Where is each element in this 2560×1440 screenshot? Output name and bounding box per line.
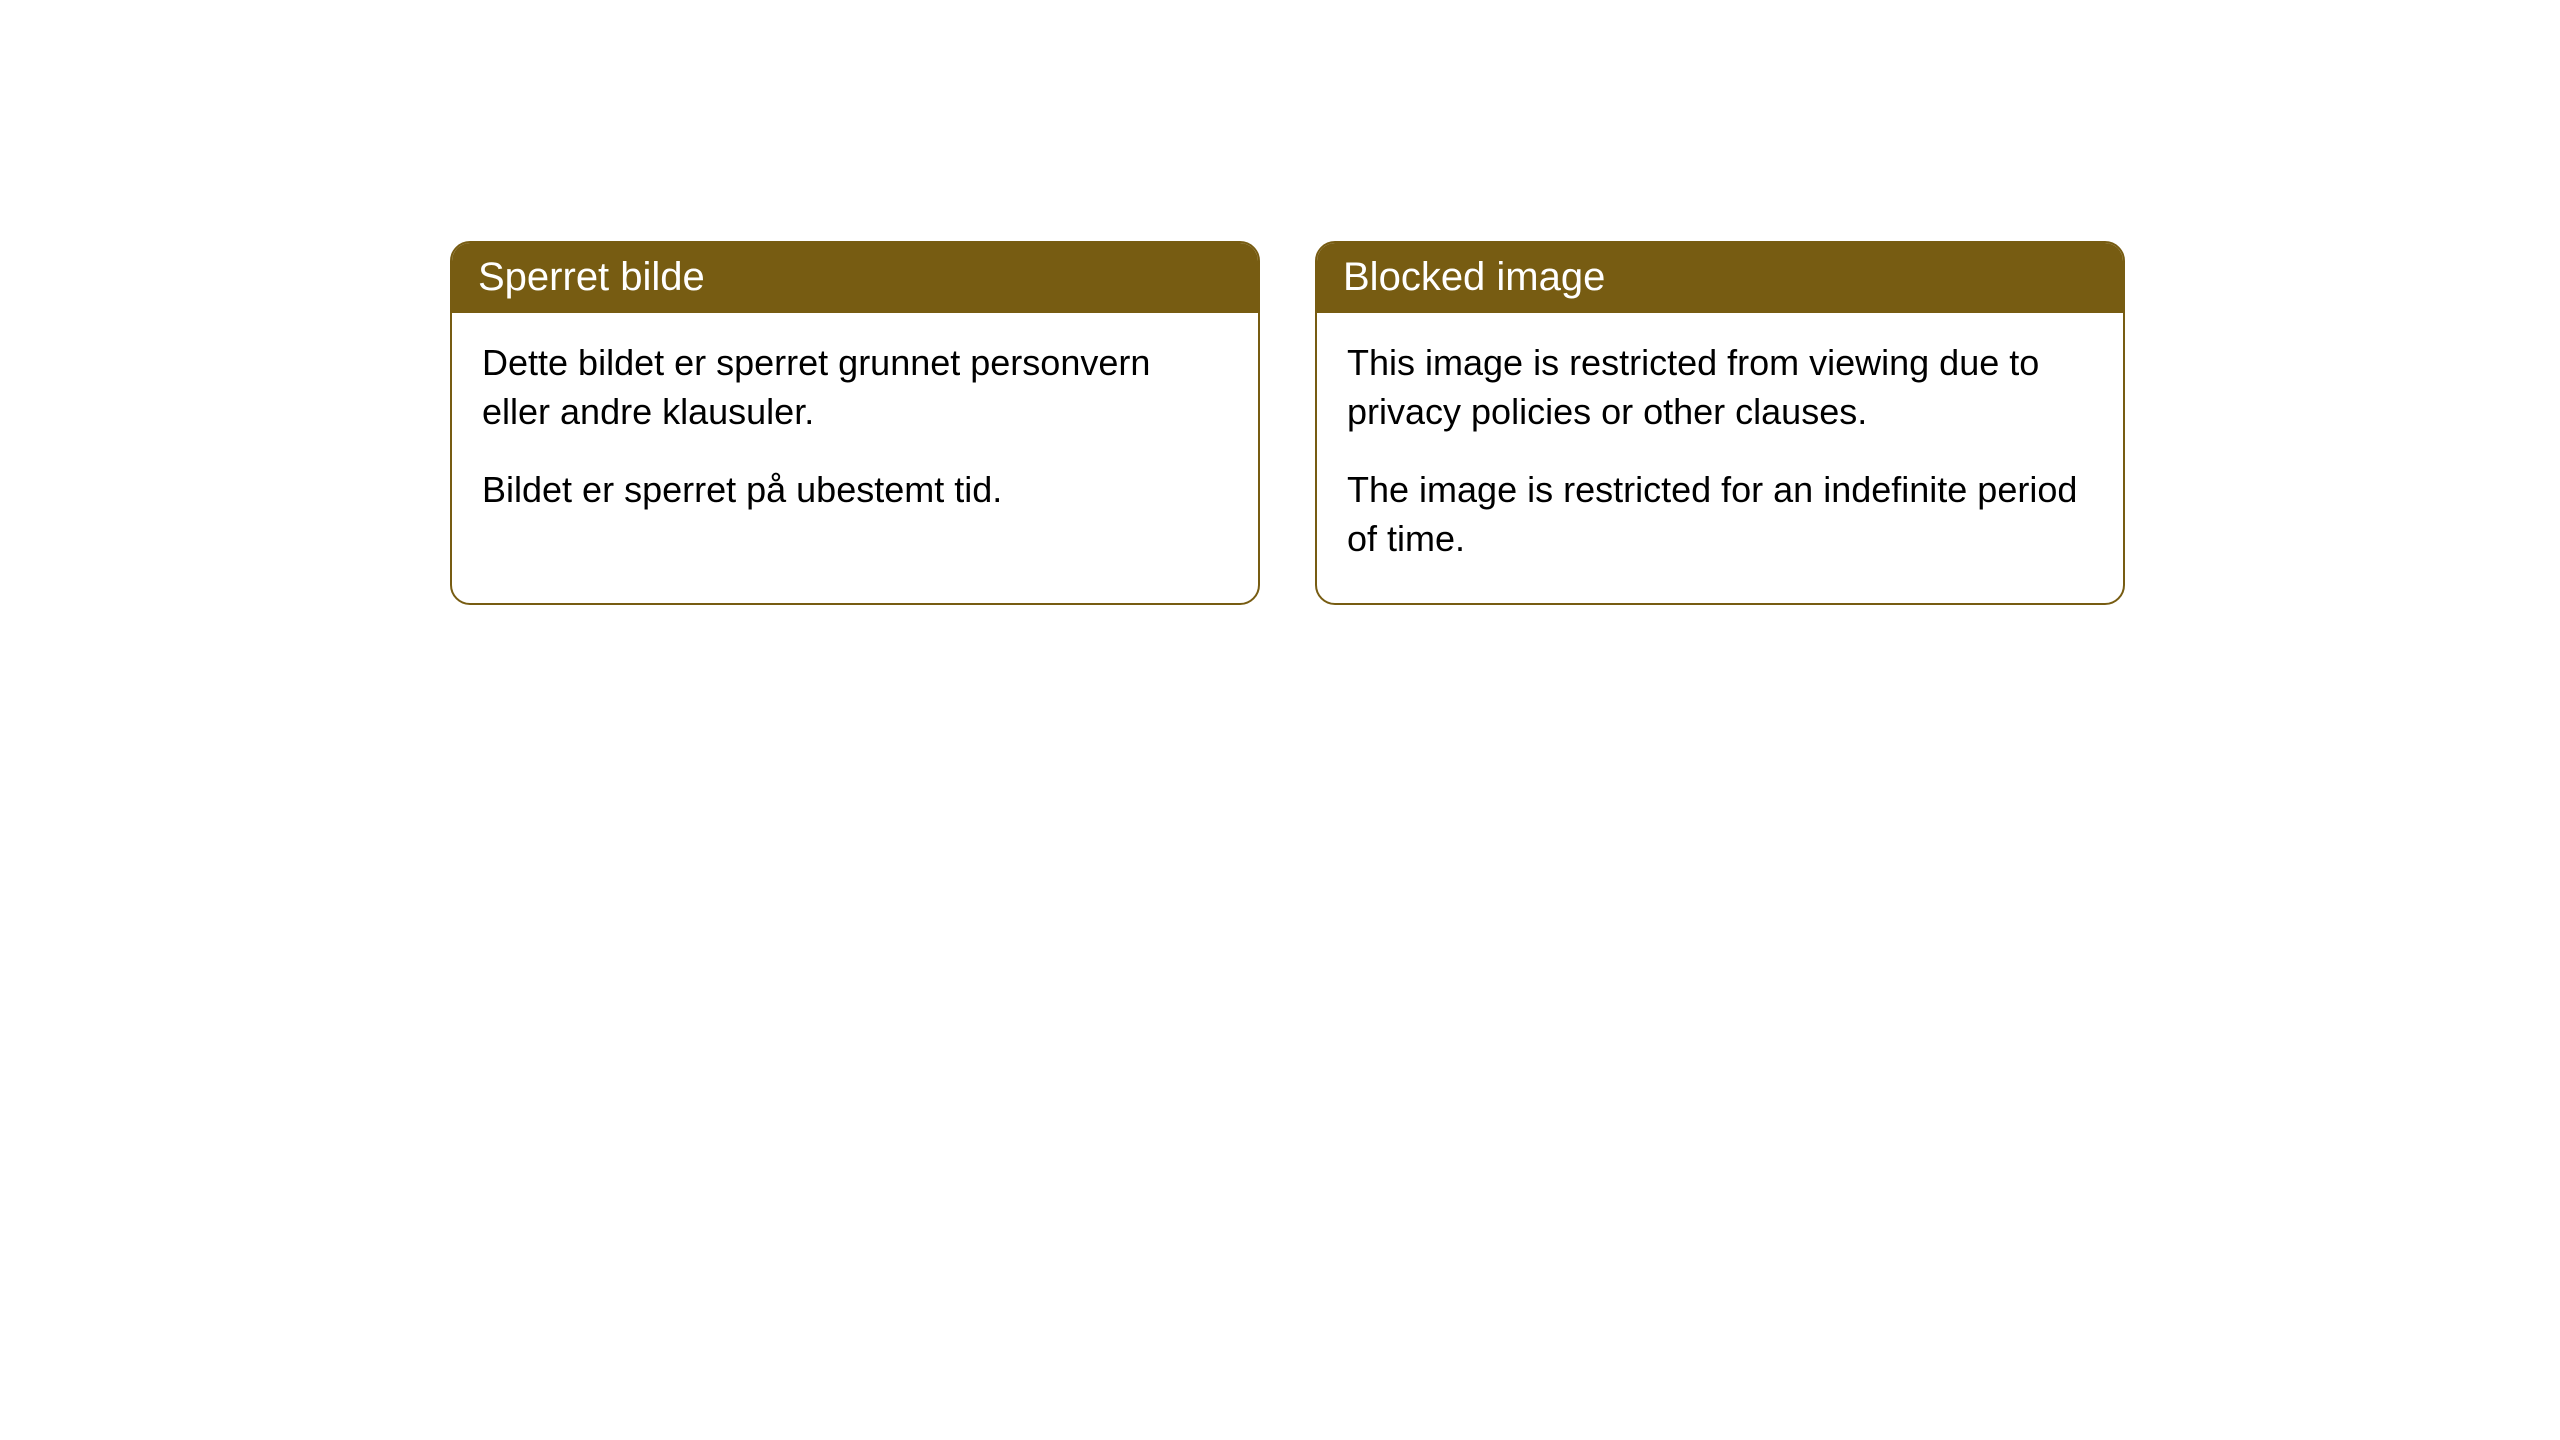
notice-cards-container: Sperret bilde Dette bildet er sperret gr… — [450, 241, 2125, 605]
card-body-paragraph-1: Dette bildet er sperret grunnet personve… — [482, 339, 1228, 436]
card-body: This image is restricted from viewing du… — [1317, 313, 2123, 603]
card-header: Sperret bilde — [452, 243, 1258, 313]
notice-card-norwegian: Sperret bilde Dette bildet er sperret gr… — [450, 241, 1260, 605]
card-header: Blocked image — [1317, 243, 2123, 313]
card-body-paragraph-2: The image is restricted for an indefinit… — [1347, 466, 2093, 563]
card-body-paragraph-1: This image is restricted from viewing du… — [1347, 339, 2093, 436]
notice-card-english: Blocked image This image is restricted f… — [1315, 241, 2125, 605]
card-body: Dette bildet er sperret grunnet personve… — [452, 313, 1258, 555]
card-body-paragraph-2: Bildet er sperret på ubestemt tid. — [482, 466, 1228, 515]
